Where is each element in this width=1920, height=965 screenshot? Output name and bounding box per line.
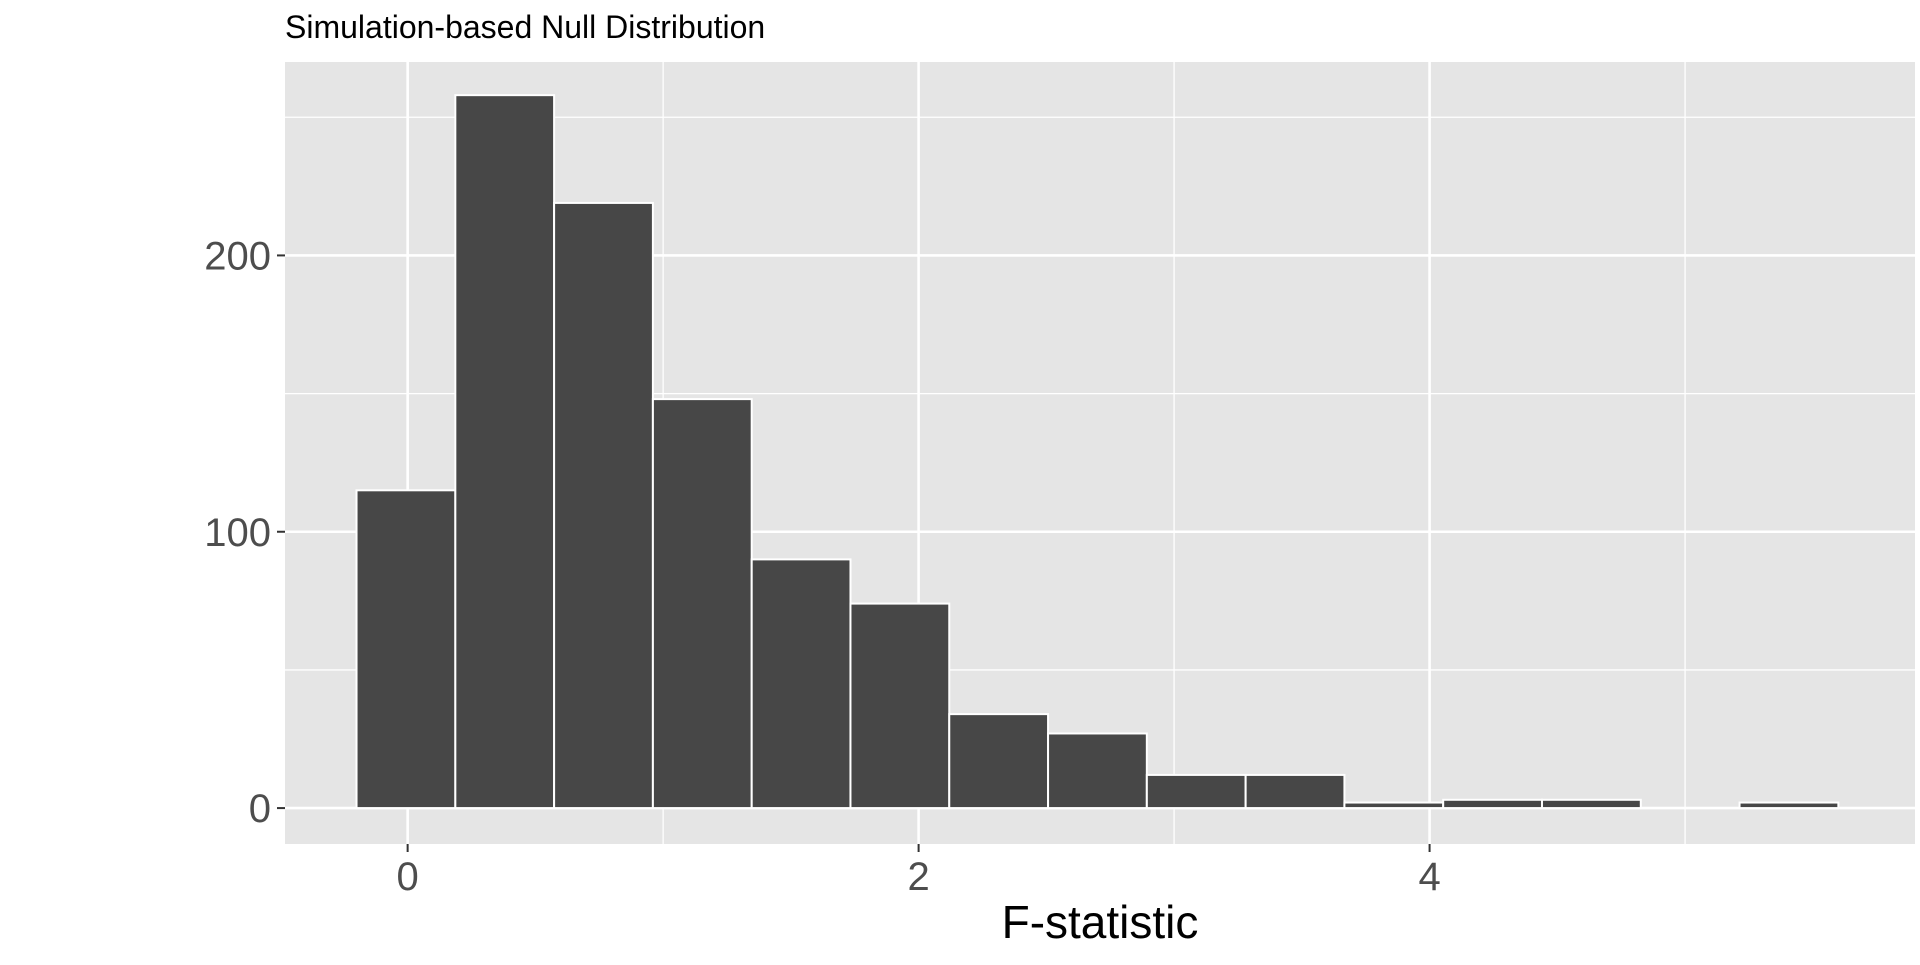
histogram-bar-13	[1540, 798, 1642, 810]
y-tick-label: 200	[204, 234, 271, 278]
histogram-bar-11	[1343, 801, 1445, 810]
histogram-bar-10	[1244, 773, 1346, 810]
histogram-bar-4	[651, 398, 753, 810]
x-tick-label: 4	[1418, 855, 1440, 899]
histogram-bar-5	[750, 558, 852, 810]
x-tick-label: 2	[907, 855, 929, 899]
histogram-bar-2	[454, 94, 556, 810]
histogram-bar-9	[1145, 773, 1247, 810]
histogram-bar-6	[849, 602, 951, 810]
histogram-bar-3	[553, 201, 654, 810]
histogram-bars	[355, 94, 1840, 810]
histogram-bar-12	[1442, 798, 1543, 810]
histogram-bar-8	[1047, 732, 1148, 810]
x-tick-label: 0	[397, 855, 419, 899]
y-tick-label: 0	[249, 787, 271, 831]
histogram-bar-7	[948, 713, 1050, 810]
x-axis: 0 2 4	[397, 844, 1441, 899]
y-axis: 0 100 200	[204, 234, 285, 831]
chart-title: Simulation-based Null Distribution	[285, 9, 765, 45]
histogram-bar-1	[355, 489, 457, 810]
x-axis-title: F-statistic	[1002, 896, 1199, 948]
y-tick-label: 100	[204, 511, 271, 555]
histogram-bar-15	[1738, 801, 1840, 810]
